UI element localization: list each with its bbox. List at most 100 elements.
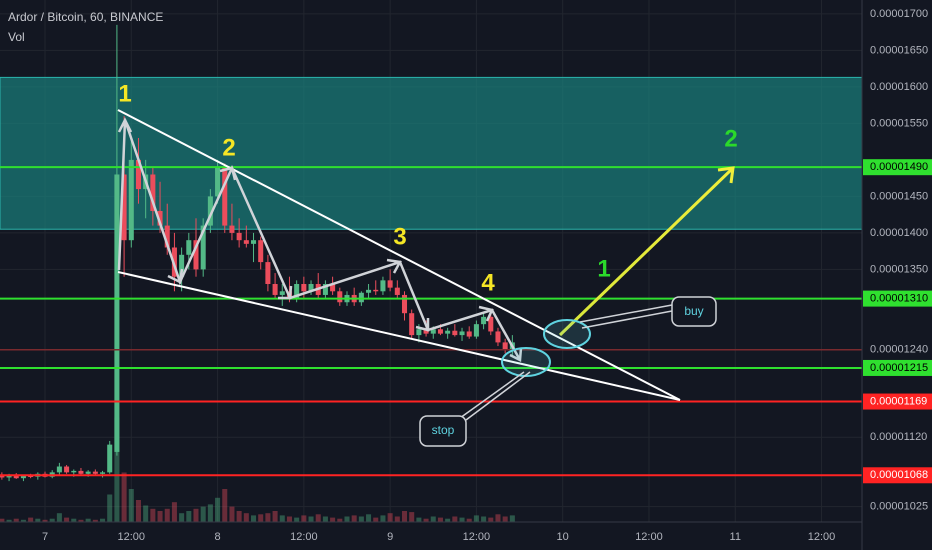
volume-bar <box>107 494 113 522</box>
candle-body <box>243 240 249 244</box>
candle-body <box>100 472 106 474</box>
candle-body <box>409 313 415 336</box>
volume-bar <box>193 508 199 522</box>
candle-body <box>445 330 451 334</box>
volume-bar <box>78 519 84 522</box>
stop-callout-line <box>459 371 525 419</box>
candle-body <box>473 324 479 337</box>
level-tag <box>863 393 932 410</box>
x-tick-label: 9 <box>387 531 393 543</box>
level-label: 0.00001169 <box>870 395 927 407</box>
y-tick-label: 0.00001240 <box>870 344 928 356</box>
volume-bar <box>322 516 328 522</box>
y-tick-label: 0.00001450 <box>870 190 928 202</box>
annotations: buy stop 1 2 3 4 1 2 <box>117 80 738 447</box>
volume-bar <box>445 518 451 522</box>
y-tick-label: 0.00001350 <box>870 263 928 275</box>
volume-bar <box>143 505 149 522</box>
volume-bar <box>236 511 242 522</box>
candle-body <box>251 240 257 244</box>
buy-callout-line <box>581 310 673 329</box>
candle-body <box>78 470 84 474</box>
volume-bar <box>200 506 206 522</box>
candle-body <box>502 342 508 350</box>
volume-bar <box>186 511 192 522</box>
volume-bar <box>64 517 70 522</box>
candle-body <box>135 159 141 190</box>
candle-body <box>495 331 501 343</box>
candle-body <box>107 444 113 473</box>
volume-bar <box>409 512 415 522</box>
trend-line <box>117 109 681 401</box>
volume-bar <box>279 515 285 522</box>
candle-body <box>430 329 436 334</box>
volume-bar <box>481 516 487 522</box>
volume-bar <box>509 515 515 522</box>
volume-bar <box>6 519 12 522</box>
volume-bar <box>179 513 185 522</box>
buy-box <box>671 296 717 327</box>
candle-body <box>481 316 487 325</box>
candle-body <box>20 476 26 479</box>
volume-bar <box>301 515 307 522</box>
volume-bar <box>100 518 106 522</box>
volume-bar <box>373 517 379 522</box>
level-tag <box>863 290 932 307</box>
volume-bar <box>337 518 343 522</box>
volume-bar <box>85 518 91 522</box>
x-tick-label: 12:00 <box>290 531 318 543</box>
volume-bar <box>315 514 321 522</box>
candle-body <box>186 240 192 255</box>
y-tick-label: 0.00001700 <box>870 8 928 20</box>
candle-body <box>229 225 235 233</box>
volume-bar <box>215 497 221 522</box>
volume-bar <box>437 517 443 522</box>
candle-body <box>13 475 19 479</box>
candle-body <box>459 331 465 336</box>
zone <box>0 76 863 230</box>
volume-bar <box>171 502 177 522</box>
y-tick-label: 0.00001650 <box>870 44 928 56</box>
axis-layer: 7 12:00 8 12:00 9 12:00 10 12:00 11 12:000.000017… <box>42 8 932 543</box>
candle-layer <box>0 24 515 482</box>
volume-bar <box>20 519 26 522</box>
volume-bar <box>366 514 372 522</box>
candle-body <box>265 262 271 284</box>
y-tick-label: 0.00001600 <box>870 81 928 93</box>
arrow-heads <box>117 117 523 362</box>
volume-bar <box>330 517 336 522</box>
y-tick-label: 0.00001120 <box>870 431 927 443</box>
volume-bar <box>135 500 141 522</box>
volume-bar <box>258 514 264 522</box>
x-tick-label: 12:00 <box>808 531 836 543</box>
candle-body <box>416 329 422 336</box>
candle-body <box>308 283 314 292</box>
level-label: 0.00001310 <box>870 293 928 305</box>
candle-body <box>366 289 372 293</box>
wave-label: 3 <box>393 223 406 250</box>
candle-body <box>337 291 343 303</box>
candle-body <box>6 475 12 478</box>
candle-body <box>150 174 156 211</box>
trend-line <box>117 271 681 401</box>
volume-bar <box>358 516 364 522</box>
zone-layer <box>0 76 863 230</box>
volume-bar <box>56 513 62 522</box>
stop-label: stop <box>432 423 455 437</box>
volume-bar <box>150 508 156 522</box>
target-arrow-head <box>717 166 735 184</box>
volume-bar <box>452 516 458 522</box>
candle-body <box>279 291 285 295</box>
volume-bar <box>351 515 357 522</box>
volume-bar <box>265 513 271 522</box>
x-tick-label: 10 <box>557 531 569 543</box>
stop-circle <box>501 347 551 377</box>
volume-bar <box>380 515 386 522</box>
volume-bar <box>13 518 19 522</box>
candle-body <box>0 475 5 478</box>
level-tag <box>863 159 932 176</box>
candle-body <box>373 289 379 292</box>
volume-bar <box>387 513 393 522</box>
target-label: 2 <box>724 125 737 152</box>
volume-bar <box>466 518 472 522</box>
